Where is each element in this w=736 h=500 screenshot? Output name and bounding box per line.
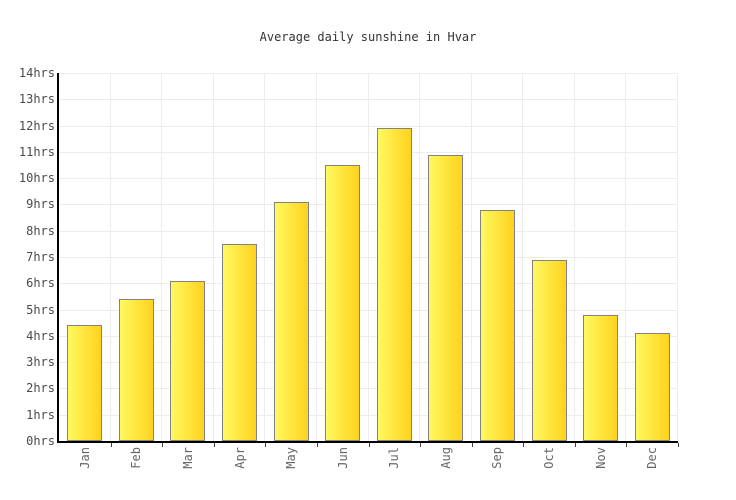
bar-sep <box>479 209 515 441</box>
bar-feb <box>118 299 154 441</box>
bar-dec <box>634 333 670 441</box>
axis-tick <box>162 443 164 447</box>
x-tick-label-text: Oct <box>542 447 557 469</box>
axis-tick <box>523 443 525 447</box>
x-tick-label-text: Dec <box>645 447 660 469</box>
x-tick-label-text: Jul <box>387 447 402 469</box>
x-tick-label-text: May <box>284 447 299 469</box>
x-tick-label-aug: Aug <box>420 447 472 491</box>
axis-tick <box>368 443 370 447</box>
x-tick-label-apr: Apr <box>214 447 266 491</box>
x-tick-label-feb: Feb <box>111 447 163 491</box>
x-tick-label-jun: Jun <box>317 447 369 491</box>
axis-tick <box>316 443 318 447</box>
gridline-horizontal <box>59 178 678 180</box>
y-tick-label: 3hrs <box>26 355 55 370</box>
gridline-vertical <box>573 73 575 441</box>
gridline-horizontal <box>59 414 678 416</box>
gridline-horizontal <box>59 257 678 258</box>
x-tick-label-mar: Mar <box>162 447 214 491</box>
gridline-vertical <box>315 73 317 441</box>
bar-may <box>273 201 309 441</box>
gridline-horizontal <box>59 362 678 364</box>
x-tick-label-text: Jun <box>335 447 350 469</box>
bar-oct <box>531 259 567 441</box>
x-tick-label-text: Jan <box>77 447 92 469</box>
gridline-vertical <box>264 73 266 441</box>
gridline-vertical <box>522 73 524 441</box>
axis-tick <box>626 443 628 447</box>
bar-jul <box>376 128 412 441</box>
y-tick-label: 0hrs <box>26 434 55 448</box>
bar-mar <box>170 280 206 441</box>
y-tick-label: 9hrs <box>26 197 55 212</box>
gridline-vertical <box>470 73 472 441</box>
gridline-horizontal <box>59 309 678 311</box>
axis-tick <box>574 443 576 447</box>
bar-nov <box>583 314 619 441</box>
gridline-horizontal <box>59 388 678 390</box>
y-tick-label: 8hrs <box>26 223 55 238</box>
gridline-horizontal <box>59 283 678 285</box>
x-tick-label-sep: Sep <box>472 447 524 491</box>
x-tick-label-text: Nov <box>593 447 608 469</box>
y-tick-label: 1hrs <box>26 407 55 422</box>
axis-tick <box>265 443 267 447</box>
x-tick-label-oct: Oct <box>523 447 575 491</box>
x-tick-label-text: Sep <box>490 447 505 469</box>
gridline-vertical <box>161 73 163 441</box>
x-tick-label-jul: Jul <box>369 447 421 491</box>
x-tick-label-text: Apr <box>232 447 247 469</box>
x-tick-label-text: Feb <box>129 447 144 469</box>
y-tick-label: 13hrs <box>18 92 55 107</box>
gridline-horizontal <box>59 151 678 153</box>
axis-tick <box>213 443 215 447</box>
axis-tick <box>471 443 473 447</box>
bar-jan <box>67 325 103 441</box>
gridline-vertical <box>677 73 678 441</box>
y-tick-label: 11hrs <box>18 144 55 159</box>
x-tick-label-jan: Jan <box>59 447 111 491</box>
x-tick-label-text: Mar <box>180 447 195 469</box>
y-tick-label: 14hrs <box>18 66 55 80</box>
gridline-horizontal <box>59 335 678 337</box>
x-tick-label-dec: Dec <box>626 447 678 491</box>
gridline-horizontal <box>59 73 678 74</box>
y-tick-label: 6hrs <box>26 276 55 291</box>
x-tick-label-nov: Nov <box>575 447 627 491</box>
y-tick-label: 2hrs <box>26 381 55 396</box>
gridline-horizontal <box>59 204 678 206</box>
x-tick-label-may: May <box>265 447 317 491</box>
axis-tick <box>420 443 422 447</box>
gridline-vertical <box>109 73 111 441</box>
y-tick-label: 5hrs <box>26 302 55 317</box>
axis-tick <box>110 443 112 447</box>
bar-aug <box>428 154 464 441</box>
y-tick-label: 7hrs <box>26 250 55 264</box>
gridline-horizontal <box>59 99 678 101</box>
plot-area <box>57 73 678 443</box>
chart-title: Average daily sunshine in Hvar <box>259 30 477 44</box>
x-tick-label-text: Aug <box>438 447 453 469</box>
gridline-vertical <box>419 73 421 441</box>
gridline-horizontal <box>59 230 678 232</box>
y-tick-label: 10hrs <box>18 171 55 186</box>
gridline-horizontal <box>59 125 678 127</box>
gridline-vertical <box>625 73 627 441</box>
y-tick-label: 12hrs <box>18 118 55 133</box>
gridline-vertical <box>367 73 369 441</box>
y-tick-label: 4hrs <box>26 328 55 343</box>
gridline-vertical <box>212 73 214 441</box>
bar-apr <box>222 243 258 441</box>
bar-jun <box>325 165 361 441</box>
axis-tick <box>678 443 679 447</box>
